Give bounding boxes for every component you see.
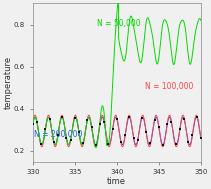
X-axis label: time: time (107, 177, 126, 186)
Text: N = 50,000: N = 50,000 (97, 19, 140, 28)
Y-axis label: temperature: temperature (3, 56, 12, 109)
Text: N = 200,000: N = 200,000 (34, 130, 83, 139)
Text: N = 100,000: N = 100,000 (145, 82, 194, 91)
